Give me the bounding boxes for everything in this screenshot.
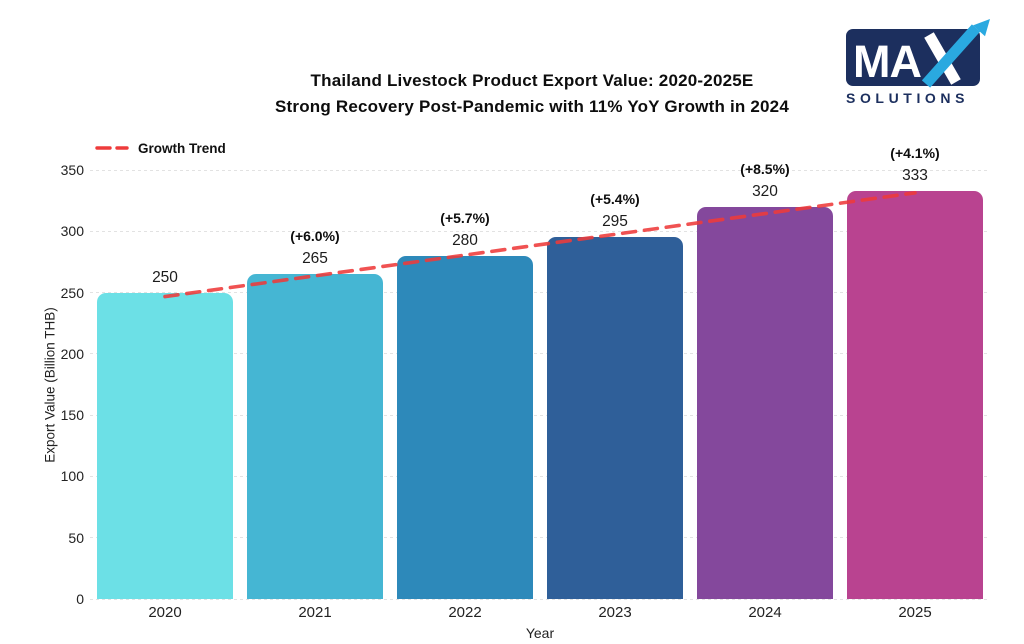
bar-value-label-2020: 250 — [152, 268, 178, 286]
x-tick-label-2020: 2020 — [148, 604, 182, 621]
gridline-y-0 — [90, 598, 990, 600]
bar-2024 — [697, 206, 833, 599]
bar-value-label-2021: 265 — [302, 250, 328, 268]
max-solutions-logo: MA SOLUTIONS — [846, 19, 990, 106]
bar-2022 — [397, 255, 533, 599]
legend-label: Growth Trend — [138, 140, 226, 156]
bar-2025 — [847, 190, 983, 599]
bar-2021 — [247, 274, 383, 599]
logo-x-arrow-shaft — [921, 24, 981, 88]
y-tick-label-200: 200 — [60, 345, 84, 362]
growth-label-2024: (+8.5%) — [740, 160, 790, 177]
y-tick-label-100: 100 — [60, 468, 84, 485]
bar-value-label-2025: 333 — [902, 166, 928, 184]
y-tick-label-350: 350 — [60, 162, 84, 178]
logo-solutions-text: SOLUTIONS — [846, 90, 969, 106]
legend-dashed-line-icon — [95, 146, 129, 150]
x-tick-label-2025: 2025 — [898, 604, 932, 621]
y-tick-label-250: 250 — [60, 284, 84, 301]
x-axis-title: Year — [525, 625, 555, 641]
chart-title-block: Thailand Livestock Product Export Value:… — [112, 68, 952, 120]
growth-label-2022: (+5.7%) — [440, 209, 490, 226]
y-tick-label-0: 0 — [76, 591, 84, 607]
bar-value-label-2022: 280 — [452, 231, 478, 249]
y-tick-label-50: 50 — [68, 529, 84, 546]
y-tick-label-300: 300 — [60, 223, 84, 240]
x-tick-label-2023: 2023 — [598, 604, 632, 621]
x-tick-label-2022: 2022 — [448, 604, 482, 621]
growth-label-2021: (+6.0%) — [290, 228, 340, 245]
y-tick-label-150: 150 — [60, 407, 84, 424]
x-tick-label-2021: 2021 — [298, 604, 332, 621]
growth-label-2023: (+5.4%) — [590, 191, 640, 208]
logo-ma-text: MA — [853, 36, 921, 87]
bar-value-label-2024: 320 — [752, 182, 778, 200]
gridline-y-350 — [90, 169, 990, 171]
gridline-y-50 — [90, 537, 990, 539]
chart-subtitle: Strong Recovery Post-Pandemic with 11% Y… — [275, 97, 789, 116]
bar-2020 — [97, 292, 233, 599]
bar-2023 — [547, 237, 683, 599]
x-tick-label-2024: 2024 — [748, 604, 782, 621]
gridline-y-150 — [90, 414, 990, 416]
growth-label-2025: (+4.1%) — [890, 144, 940, 161]
chart-title: Thailand Livestock Product Export Value:… — [310, 71, 754, 90]
gridline-y-200 — [90, 353, 990, 355]
gridline-y-100 — [90, 475, 990, 477]
logo-arrow-head-icon — [973, 19, 990, 37]
bar-value-label-2023: 295 — [602, 213, 628, 231]
chart-legend: Growth Trend — [95, 139, 226, 157]
